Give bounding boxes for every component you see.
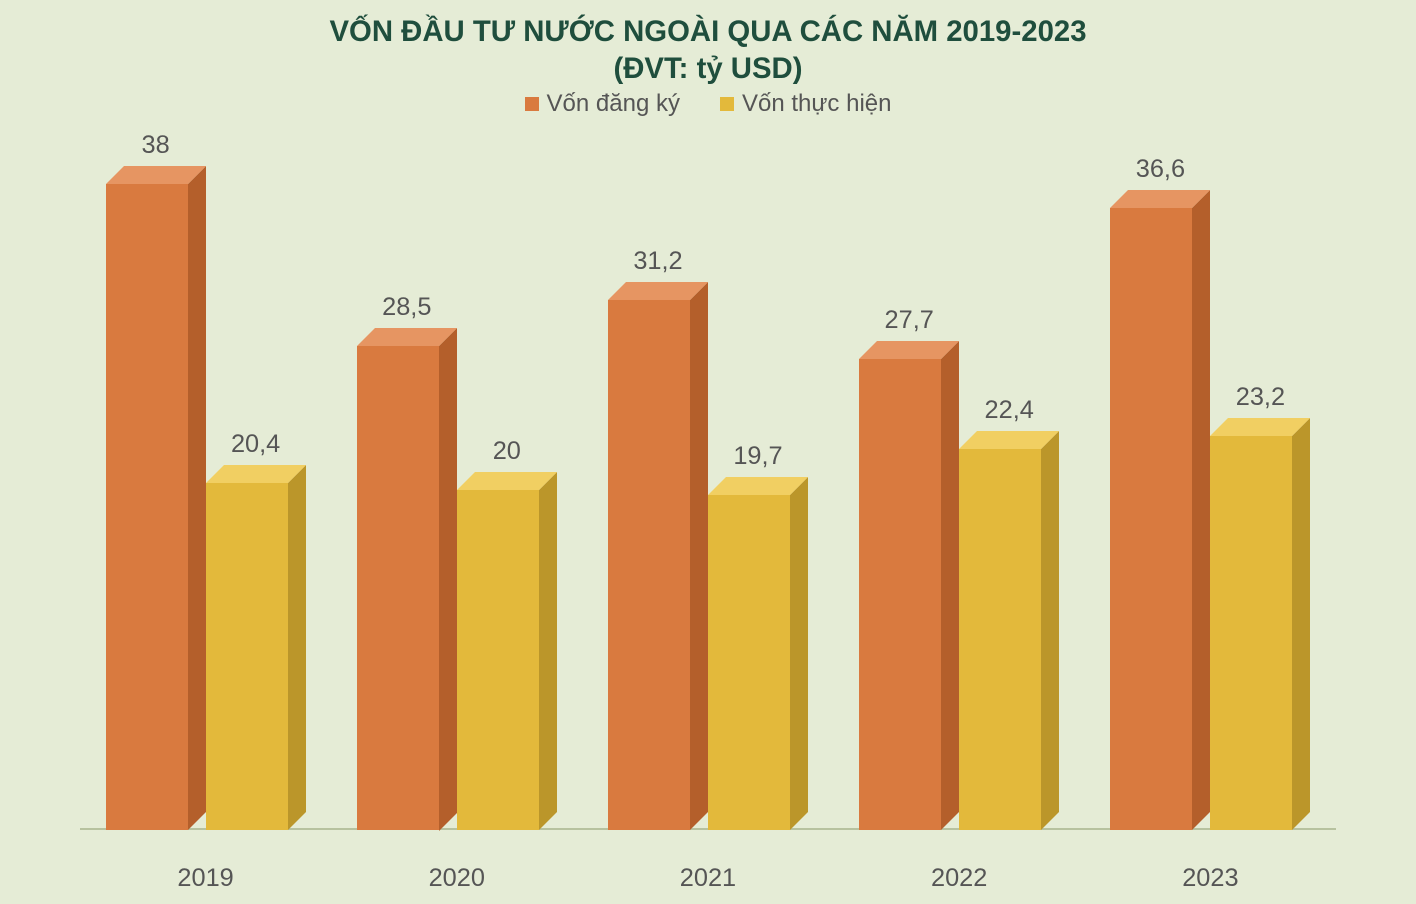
bar-front xyxy=(106,184,188,830)
bar-front xyxy=(1210,436,1292,830)
bar-0-2022 xyxy=(859,341,959,830)
bar-value-label-0-2019: 38 xyxy=(96,131,216,160)
bar-value-label-1-2020: 20 xyxy=(447,437,567,466)
bar-front xyxy=(959,449,1041,830)
bar-front xyxy=(859,359,941,830)
bar-value-label-1-2023: 23,2 xyxy=(1200,383,1320,412)
bar-front xyxy=(206,483,288,830)
bar-side xyxy=(1192,190,1210,830)
bar-1-2022 xyxy=(959,431,1059,830)
bar-side xyxy=(790,477,808,830)
legend: Vốn đăng ký Vốn thực hiện xyxy=(0,90,1416,118)
bar-group-2020: 28,5 20 xyxy=(331,150,582,830)
bar-value-label-1-2019: 20,4 xyxy=(196,430,316,459)
bar-0-2023 xyxy=(1110,190,1210,830)
bar-group-2022: 27,7 22,4 xyxy=(834,150,1085,830)
chart-title-line2: (ĐVT: tỷ USD) xyxy=(0,51,1416,88)
x-axis-label-2023: 2023 xyxy=(1085,864,1336,893)
bar-side xyxy=(539,472,557,830)
plot-area: 3820,4201928,520202031,219,7202127,722,4… xyxy=(80,150,1336,830)
legend-item-0: Vốn đăng ký xyxy=(525,90,680,118)
x-axis-label-2019: 2019 xyxy=(80,864,331,893)
bar-front xyxy=(357,346,439,831)
bar-front xyxy=(608,300,690,830)
x-axis-label-2022: 2022 xyxy=(834,864,1085,893)
bar-0-2021 xyxy=(608,282,708,830)
bar-value-label-0-2022: 27,7 xyxy=(849,306,969,335)
bar-group-2019: 3820,4 xyxy=(80,150,331,830)
bar-1-2023 xyxy=(1210,418,1310,830)
legend-label-1: Vốn thực hiện xyxy=(742,90,892,118)
bar-value-label-0-2021: 31,2 xyxy=(598,247,718,276)
chart-title-line1: VỐN ĐẦU TƯ NƯỚC NGOÀI QUA CÁC NĂM 2019-2… xyxy=(0,14,1416,51)
bar-group-2021: 31,2 19,7 xyxy=(582,150,833,830)
bar-top xyxy=(106,166,206,184)
bar-side xyxy=(1292,418,1310,830)
chart-title: VỐN ĐẦU TƯ NƯỚC NGOÀI QUA CÁC NĂM 2019-2… xyxy=(0,14,1416,87)
legend-label-0: Vốn đăng ký xyxy=(547,90,680,118)
bar-value-label-1-2021: 19,7 xyxy=(698,442,818,471)
bar-0-2019 xyxy=(106,166,206,830)
bar-1-2020 xyxy=(457,472,557,830)
bar-side xyxy=(1041,431,1059,830)
bar-group-2023: 36,6 23,2 xyxy=(1085,150,1336,830)
x-axis-label-2021: 2021 xyxy=(582,864,833,893)
bar-top xyxy=(608,282,708,300)
bar-value-label-0-2020: 28,5 xyxy=(347,293,467,322)
legend-item-1: Vốn thực hiện xyxy=(720,90,892,118)
legend-swatch-0 xyxy=(525,97,539,111)
bar-side xyxy=(690,282,708,830)
bar-value-label-1-2022: 22,4 xyxy=(949,396,1069,425)
bar-side xyxy=(188,166,206,830)
fdi-chart: VỐN ĐẦU TƯ NƯỚC NGOÀI QUA CÁC NĂM 2019-2… xyxy=(0,0,1416,904)
bar-0-2020 xyxy=(357,328,457,831)
bar-top xyxy=(357,328,457,346)
bar-1-2021 xyxy=(708,477,808,830)
bar-side xyxy=(439,328,457,831)
bar-1-2019 xyxy=(206,465,306,830)
bar-front xyxy=(457,490,539,830)
bar-value-label-0-2023: 36,6 xyxy=(1100,155,1220,184)
x-axis-label-2020: 2020 xyxy=(331,864,582,893)
bar-front xyxy=(1110,208,1192,830)
bar-side xyxy=(288,465,306,830)
legend-swatch-1 xyxy=(720,97,734,111)
bar-front xyxy=(708,495,790,830)
